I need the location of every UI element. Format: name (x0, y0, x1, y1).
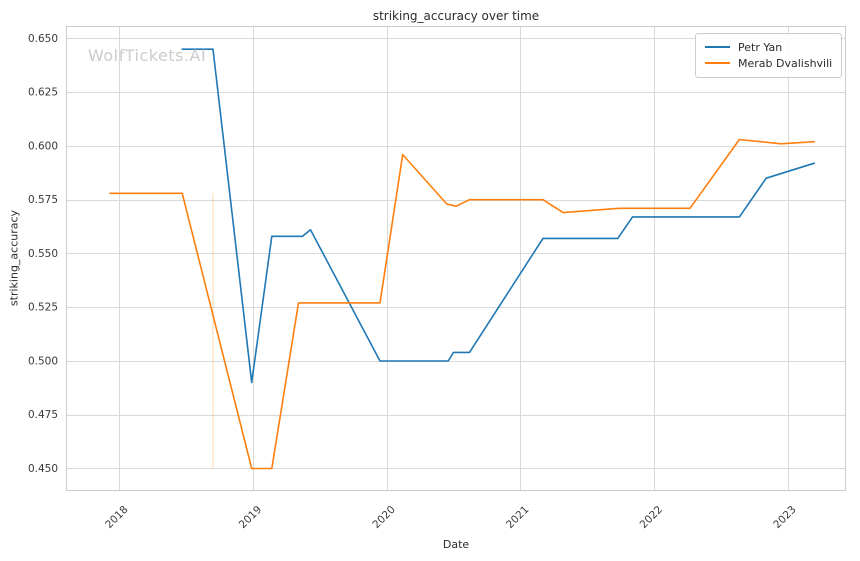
y-tick-label: 0.575 (28, 194, 58, 206)
plot-border (66, 26, 846, 491)
y-tick-label: 0.650 (28, 33, 58, 45)
legend-label: Petr Yan (738, 40, 783, 54)
y-axis-label: striking_accuracy (7, 209, 21, 307)
series-line-petr-yan (181, 48, 816, 384)
x-tick-label: 2018 (103, 504, 130, 531)
legend-item-petr-yan: Petr Yan (705, 39, 832, 55)
y-tick-label: 0.475 (28, 409, 58, 421)
y-tick-label: 0.600 (28, 140, 58, 152)
series-line-merab-dvalishvili (109, 138, 816, 470)
legend-line-sample-icon (705, 46, 730, 48)
grid (66, 26, 845, 490)
x-tick-label: 2022 (638, 504, 665, 531)
y-tick-label: 0.525 (28, 302, 58, 314)
chart-title: striking_accuracy over time (372, 9, 540, 23)
y-tick-label: 0.550 (28, 248, 58, 260)
watermark: WolfTickets.AI (88, 46, 207, 65)
legend-line-sample-icon (705, 62, 730, 64)
y-tick-label: 0.625 (28, 87, 58, 99)
x-tick-label: 2021 (504, 504, 531, 531)
x-tick-label: 2023 (771, 504, 798, 531)
legend-item-merab-dvalishvili: Merab Dvalishvili (705, 55, 832, 71)
x-tick-label: 2019 (237, 504, 264, 531)
y-tick-label: 0.450 (28, 463, 58, 475)
legend: Petr Yan Merab Dvalishvili (695, 33, 842, 78)
x-axis-label: Date (442, 538, 470, 551)
legend-label: Merab Dvalishvili (738, 56, 833, 70)
x-tick-label: 2020 (370, 504, 397, 531)
y-tick-label: 0.500 (28, 355, 58, 367)
